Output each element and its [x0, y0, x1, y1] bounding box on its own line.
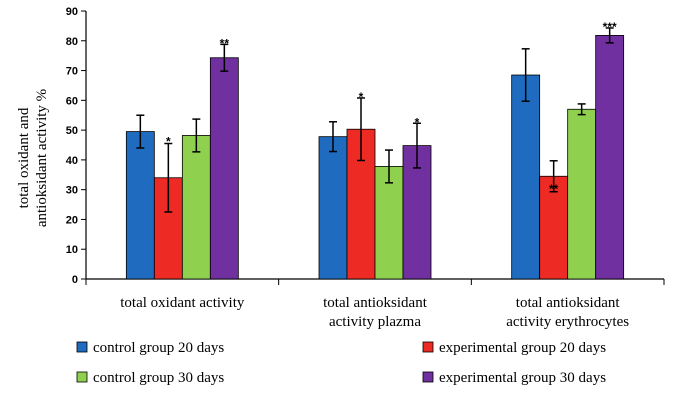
y-tick-label: 20	[66, 214, 78, 226]
y-tick-label: 70	[66, 66, 78, 78]
y-tick-label: 30	[66, 185, 78, 197]
legend-label: control group 20 days	[93, 340, 224, 356]
y-tick-label: 40	[66, 155, 78, 167]
bar	[318, 136, 348, 280]
legend-swatch	[76, 341, 88, 353]
y-tick-label: 80	[66, 36, 78, 48]
significance-label: **	[549, 182, 559, 196]
category-label: total antioksidant	[323, 295, 428, 311]
significance-label: *	[359, 90, 364, 104]
x-axis-categories: total oxidant activity total antioksidant…	[120, 295, 629, 330]
significance-label: *	[166, 135, 171, 149]
legend-swatch	[422, 341, 434, 353]
significance-label: **	[220, 36, 230, 50]
legend: control group 20 days experimental group …	[76, 340, 606, 386]
y-axis-label-line: antioksidant activity %	[34, 89, 50, 227]
legend-swatch	[76, 371, 88, 383]
legend-label: experimental group 30 days	[439, 370, 606, 386]
bars: **********	[125, 20, 625, 280]
legend-label: control group 30 days	[93, 370, 224, 386]
y-axis-label: total oxidant and antioksidant activity %	[16, 89, 50, 227]
bar	[595, 35, 625, 280]
category-label: total antioksidant	[516, 295, 621, 311]
y-axis-ticks: 0 10 20 30 40 50 60 70 80 90	[66, 6, 86, 286]
bar	[181, 135, 211, 280]
y-tick-label: 90	[66, 6, 78, 18]
bar	[567, 108, 597, 280]
y-tick-label: 60	[66, 95, 78, 107]
legend-swatch	[422, 371, 434, 383]
legend-label: experimental group 20 days	[439, 340, 606, 356]
significance-label: ***	[603, 20, 617, 34]
category-label: activity plazma	[329, 314, 421, 330]
bar	[511, 74, 541, 280]
bar	[125, 131, 155, 280]
y-tick-label: 50	[66, 125, 78, 137]
category-label: activity erythrocytes	[506, 314, 629, 330]
bar	[209, 57, 239, 280]
significance-label: *	[415, 115, 420, 129]
y-axis-label-line: total oxidant and	[16, 107, 32, 208]
y-tick-label: 10	[66, 244, 78, 256]
category-label: total oxidant activity	[120, 295, 245, 311]
bar	[374, 166, 404, 280]
y-tick-label: 0	[72, 274, 78, 286]
